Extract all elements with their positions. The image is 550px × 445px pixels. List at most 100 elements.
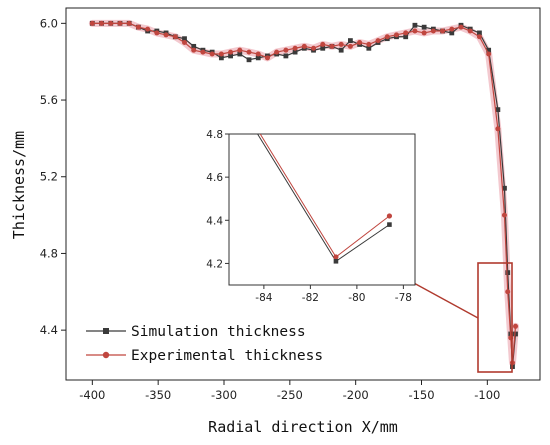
legend-simulation-label: Simulation thickness	[131, 324, 306, 340]
point-experimental	[375, 38, 381, 44]
point-simulation	[412, 22, 418, 28]
point-experimental	[495, 126, 501, 132]
point-simulation	[228, 53, 233, 59]
inset-axis-ticks: -84 -82 -80 -78 4.2 4.4 4.6 4.8	[206, 129, 412, 304]
point-experimental	[209, 51, 215, 57]
point-simulation	[486, 47, 492, 53]
point-simulation	[292, 49, 298, 55]
point-simulation	[218, 55, 224, 61]
series-layer	[88, 19, 520, 369]
point-experimental	[172, 34, 178, 40]
point-simulation	[348, 38, 353, 43]
y-axis-title: Thickness/mm	[10, 131, 28, 239]
inset-point-simulation	[333, 258, 339, 264]
point-simulation	[477, 30, 482, 36]
point-simulation	[421, 24, 427, 30]
point-simulation	[182, 36, 187, 42]
point-experimental	[255, 51, 261, 57]
point-experimental	[449, 26, 455, 32]
point-experimental	[366, 41, 372, 47]
point-experimental	[228, 49, 234, 55]
point-simulation	[320, 45, 326, 51]
point-experimental	[384, 34, 390, 40]
inset-series-clip	[256, 134, 393, 264]
point-experimental	[163, 32, 169, 38]
inset-y-tick-label: 4.4	[206, 215, 223, 227]
point-experimental	[200, 49, 206, 55]
y-tick-label: 4.8	[40, 246, 58, 260]
point-experimental	[126, 20, 132, 26]
point-experimental	[191, 47, 197, 53]
point-experimental	[440, 28, 446, 34]
point-experimental	[458, 24, 464, 30]
point-experimental	[347, 43, 353, 49]
inset-x-tick-label: -82	[302, 292, 319, 304]
point-simulation	[513, 331, 518, 337]
point-experimental	[338, 41, 344, 47]
point-experimental	[311, 45, 317, 51]
legend-experimental-marker	[102, 351, 110, 359]
x-tick-label: -100	[474, 388, 500, 402]
point-experimental	[283, 47, 289, 53]
y-tick-label: 5.6	[40, 93, 58, 107]
inset-x-tick-label: -80	[348, 292, 365, 304]
inset-point-simulation	[387, 222, 392, 227]
inset-chart: -84 -82 -80 -78 4.2 4.4 4.6 4.8	[206, 129, 416, 304]
inset-y-tick-label: 4.8	[206, 129, 223, 141]
inset-y-tick-label: 4.6	[206, 172, 223, 184]
inset-x-tick-label: -84	[255, 292, 272, 304]
point-experimental	[505, 289, 511, 295]
x-tick-label: -250	[277, 388, 303, 402]
point-simulation	[283, 53, 289, 59]
point-experimental	[182, 40, 187, 46]
point-experimental	[476, 34, 482, 40]
point-simulation	[505, 270, 511, 276]
point-experimental	[274, 49, 280, 55]
point-experimental	[393, 32, 399, 38]
inset-point-experimental	[386, 213, 393, 219]
x-tick-label: -200	[343, 388, 369, 402]
x-axis-ticks: -400 -350 -300 -250 -200 -150 -100	[79, 380, 500, 402]
x-tick-label: -400	[79, 388, 105, 402]
point-simulation	[255, 55, 261, 61]
point-experimental	[421, 30, 427, 36]
inset-point-experimental	[333, 254, 339, 260]
point-simulation	[237, 51, 243, 57]
point-experimental	[135, 24, 141, 30]
point-experimental	[264, 55, 270, 61]
point-simulation	[246, 57, 252, 63]
y-axis-ticks: 4.4 4.8 5.2 5.6 6.0	[40, 16, 66, 337]
y-tick-label: 6.0	[40, 16, 58, 30]
point-experimental	[501, 212, 507, 218]
point-simulation	[449, 30, 455, 36]
point-experimental	[329, 43, 335, 49]
x-tick-label: -350	[145, 388, 171, 402]
zoom-pointer-line	[411, 281, 479, 319]
point-experimental	[108, 20, 114, 26]
point-experimental	[237, 47, 243, 53]
point-experimental	[154, 30, 160, 36]
point-simulation	[191, 43, 197, 49]
legend: Simulation thickness Experimental thickn…	[86, 324, 323, 364]
point-experimental	[467, 28, 473, 34]
point-experimental	[292, 45, 298, 51]
inset-x-tick-label: -78	[395, 292, 412, 304]
x-axis-title: Radial direction X/mm	[208, 418, 398, 436]
point-experimental	[430, 28, 436, 34]
x-tick-label: -300	[211, 388, 237, 402]
point-simulation	[366, 45, 372, 51]
y-tick-label: 5.2	[40, 170, 58, 184]
point-experimental	[246, 49, 252, 55]
point-experimental	[486, 51, 492, 57]
plot-frame	[65, 7, 541, 381]
y-tick-label: 4.4	[40, 323, 58, 337]
point-experimental	[320, 41, 326, 47]
point-experimental	[99, 20, 105, 26]
point-experimental	[357, 40, 363, 46]
point-simulation	[338, 47, 344, 53]
point-experimental	[412, 28, 418, 34]
point-simulation	[495, 107, 501, 113]
point-experimental	[513, 323, 519, 329]
point-experimental	[117, 20, 123, 26]
point-experimental	[89, 20, 95, 26]
